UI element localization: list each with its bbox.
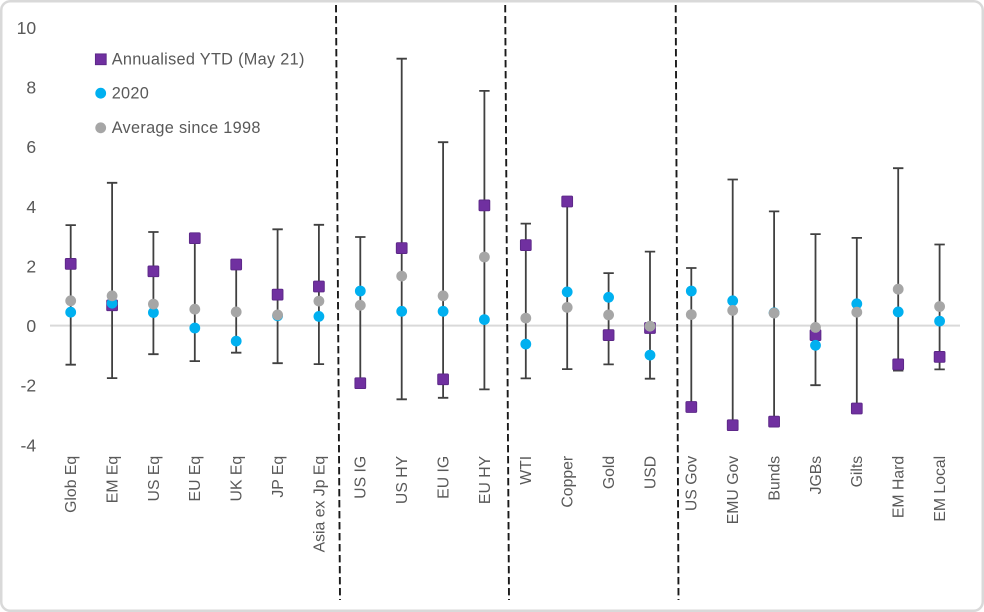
svg-text:0: 0	[26, 316, 36, 336]
svg-text:6: 6	[26, 137, 36, 157]
svg-text:Gold: Gold	[601, 456, 618, 489]
svg-text:EU IG: EU IG	[436, 456, 453, 499]
svg-text:Bunds: Bunds	[767, 456, 784, 501]
svg-text:EM Hard: EM Hard	[891, 456, 908, 518]
svg-text:-4: -4	[21, 435, 37, 455]
svg-text:EM Eq: EM Eq	[105, 456, 122, 503]
svg-text:2020: 2020	[112, 85, 149, 103]
svg-text:US Gov: US Gov	[684, 456, 701, 511]
svg-text:Copper: Copper	[560, 456, 577, 508]
svg-text:US Eq: US Eq	[146, 456, 163, 502]
svg-text:US IG: US IG	[353, 456, 370, 499]
svg-text:JP Eq: JP Eq	[270, 456, 287, 498]
svg-text:US HY: US HY	[394, 455, 411, 504]
svg-text:USD: USD	[642, 456, 659, 489]
svg-text:10: 10	[17, 18, 37, 38]
svg-text:2: 2	[26, 257, 36, 277]
svg-text:Gilts: Gilts	[849, 456, 866, 488]
svg-text:-2: -2	[21, 376, 37, 396]
svg-text:8: 8	[26, 78, 36, 98]
svg-text:Glob Eq: Glob Eq	[63, 456, 80, 513]
svg-text:Annualised YTD (May 21): Annualised YTD (May 21)	[112, 51, 305, 69]
svg-text:JGBs: JGBs	[808, 456, 825, 495]
svg-text:EM Local: EM Local	[932, 456, 949, 522]
svg-text:EMU Gov: EMU Gov	[725, 456, 742, 525]
svg-text:WTI: WTI	[518, 456, 535, 485]
svg-text:Asia ex Jp Eq: Asia ex Jp Eq	[311, 456, 328, 553]
svg-text:Average since 1998: Average since 1998	[112, 119, 261, 137]
svg-text:UK Eq: UK Eq	[229, 456, 246, 502]
svg-text:4: 4	[26, 197, 36, 217]
svg-text:EU HY: EU HY	[477, 455, 494, 504]
svg-text:EU Eq: EU Eq	[187, 456, 204, 502]
